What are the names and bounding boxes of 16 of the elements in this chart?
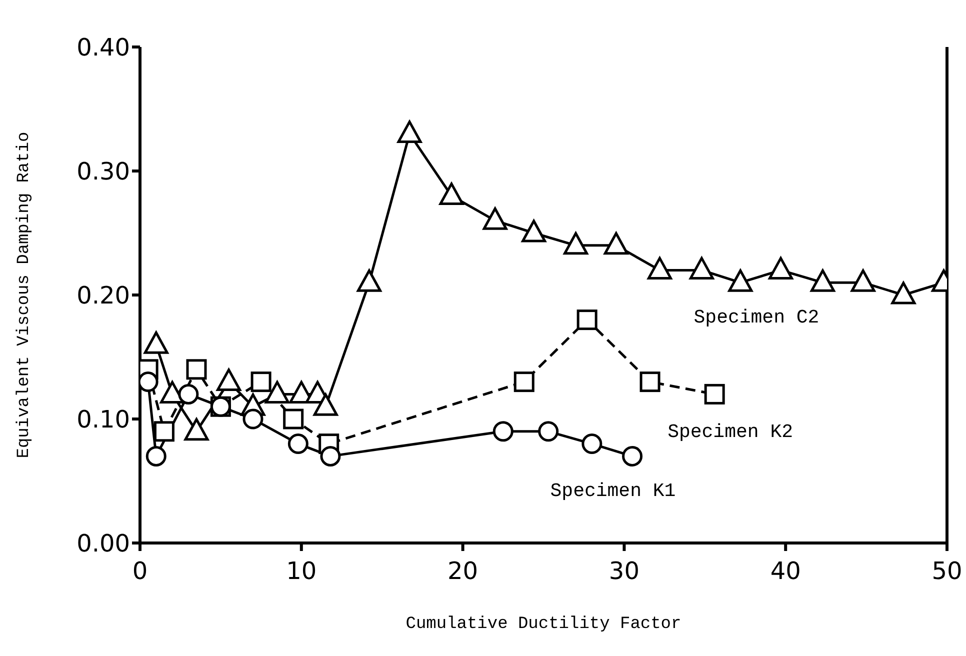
x-tick-label: 50 — [932, 557, 962, 585]
series-label: Specimen C2 — [694, 306, 820, 329]
x-tick-label: 30 — [608, 557, 640, 585]
y-tick-label: 0.40 — [76, 34, 130, 62]
x-tick-label: 10 — [286, 557, 317, 585]
x-tick-label: 40 — [770, 557, 801, 585]
y-tick-label: 0.10 — [76, 406, 130, 434]
y-tick-label: 0.30 — [76, 158, 130, 186]
y-tick-label: 0.20 — [76, 282, 130, 310]
x-tick-label: 0 — [132, 557, 148, 585]
y-tick-label: 0.00 — [76, 530, 130, 558]
y-axis-title: Equivalent Viscous Damping Ratio — [15, 132, 34, 458]
series-label: Specimen K1 — [550, 480, 676, 502]
x-tick-label: 20 — [448, 557, 478, 585]
series-label: Specimen K2 — [668, 421, 794, 444]
x-axis-title: Cumulative Ductility Factor — [406, 615, 682, 634]
